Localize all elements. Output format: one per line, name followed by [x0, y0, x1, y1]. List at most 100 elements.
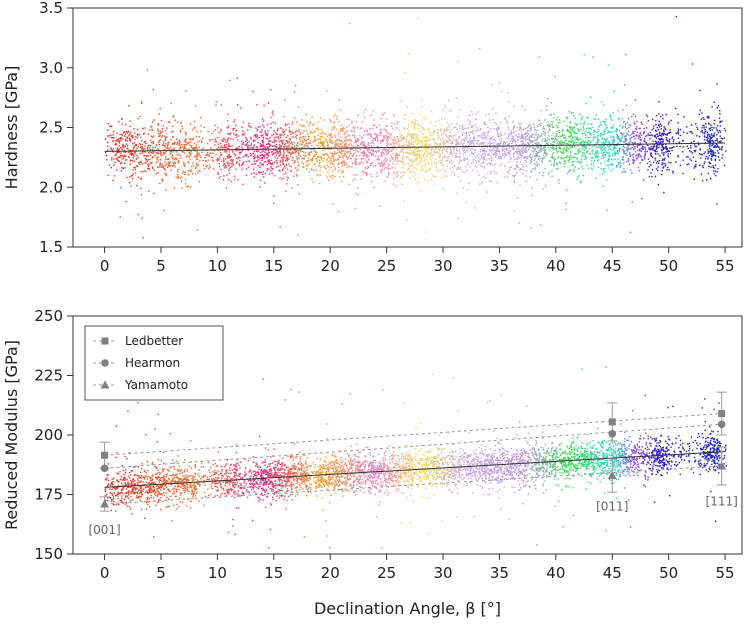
data-point — [634, 115, 637, 118]
data-point — [542, 154, 545, 157]
data-point — [519, 160, 522, 163]
data-point — [448, 145, 451, 147]
data-point — [337, 162, 340, 165]
data-point — [283, 115, 285, 118]
data-point — [612, 168, 614, 170]
data-point — [282, 162, 285, 165]
data-point — [535, 164, 537, 167]
data-point — [549, 160, 552, 162]
data-point — [268, 154, 270, 156]
data-point — [681, 140, 684, 142]
data-point — [313, 146, 315, 149]
data-point — [225, 141, 227, 143]
data-point — [250, 126, 253, 129]
data-point — [643, 179, 645, 181]
data-point — [580, 181, 582, 184]
data-point — [250, 144, 252, 146]
data-point — [605, 179, 608, 181]
data-point — [566, 130, 568, 132]
data-point — [553, 163, 555, 166]
data-point — [201, 141, 203, 144]
data-point — [339, 156, 341, 158]
data-point — [656, 162, 658, 164]
data-point — [216, 148, 218, 150]
data-point — [229, 133, 231, 136]
data-point — [421, 150, 423, 153]
data-point — [677, 155, 679, 157]
data-point — [228, 156, 231, 159]
data-point — [218, 159, 221, 161]
data-point — [465, 147, 467, 149]
data-point — [701, 153, 703, 156]
data-point — [487, 134, 489, 137]
data-point — [570, 135, 572, 137]
data-point — [432, 157, 434, 160]
data-point — [286, 147, 288, 149]
data-point — [184, 146, 186, 148]
data-point — [709, 136, 711, 138]
data-point — [257, 126, 260, 128]
data-point — [296, 134, 298, 137]
data-point — [659, 115, 662, 118]
data-point — [710, 166, 712, 168]
data-point — [427, 152, 429, 155]
data-point — [481, 154, 484, 156]
data-point — [182, 161, 185, 164]
data-point — [139, 115, 141, 118]
data-point — [267, 147, 269, 150]
data-point — [271, 145, 274, 147]
data-point — [606, 132, 609, 134]
data-point — [609, 132, 611, 134]
data-point — [319, 146, 321, 148]
data-point — [164, 164, 167, 167]
data-point — [344, 137, 346, 139]
data-point — [174, 119, 176, 121]
data-point — [382, 150, 384, 152]
data-point — [462, 159, 465, 161]
data-point — [478, 161, 480, 163]
data-point — [446, 121, 449, 124]
data-point — [662, 143, 664, 146]
data-point — [163, 144, 165, 147]
data-point — [550, 121, 552, 123]
data-point — [253, 157, 255, 160]
data-point — [608, 143, 611, 145]
data-point — [266, 154, 269, 156]
data-point — [423, 117, 425, 120]
data-point — [380, 132, 383, 134]
data-point — [654, 150, 656, 153]
data-point — [638, 135, 640, 138]
data-point — [278, 155, 280, 157]
data-point — [713, 173, 716, 175]
data-point — [228, 142, 230, 145]
data-point — [437, 131, 439, 134]
data-point — [212, 160, 214, 162]
data-point — [665, 128, 667, 131]
data-point — [308, 162, 310, 165]
data-point — [665, 113, 667, 116]
data-point — [107, 174, 109, 177]
data-point — [202, 159, 204, 162]
data-point — [189, 156, 191, 158]
data-point — [397, 154, 399, 157]
data-point — [603, 132, 605, 134]
data-point — [163, 141, 165, 143]
data-point — [172, 157, 174, 159]
data-point — [646, 144, 648, 146]
data-point — [546, 154, 548, 156]
data-point — [157, 124, 159, 126]
data-point — [164, 152, 166, 154]
data-point — [325, 159, 327, 161]
data-point — [291, 187, 293, 189]
data-point — [429, 138, 431, 140]
data-point — [229, 166, 231, 169]
data-point — [313, 131, 315, 133]
data-point — [295, 137, 298, 139]
data-point — [513, 127, 515, 129]
data-point — [441, 151, 444, 154]
data-point — [253, 139, 255, 141]
data-point — [577, 149, 580, 151]
data-point — [601, 149, 604, 152]
data-point — [120, 147, 122, 149]
data-point — [548, 171, 550, 174]
